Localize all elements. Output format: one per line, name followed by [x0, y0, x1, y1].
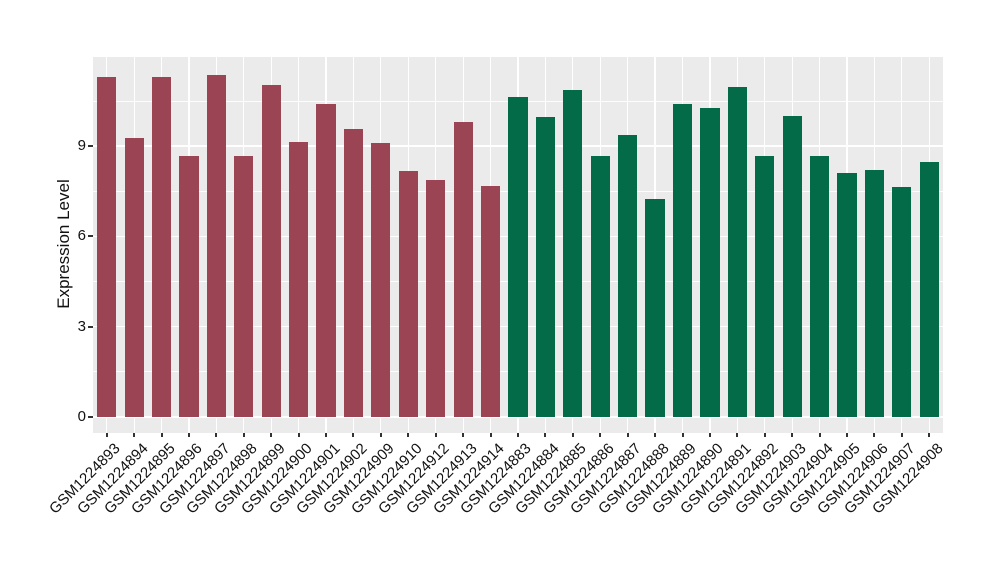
bar-GSM1224910: [398, 171, 418, 417]
x-tick-mark: [105, 433, 108, 437]
bar-GSM1224883: [508, 96, 528, 417]
bar-GSM1224885: [563, 89, 583, 417]
x-tick-mark: [379, 433, 382, 437]
y-tick-label: 0: [77, 407, 86, 425]
x-tick-mark: [215, 433, 218, 437]
bar-GSM1224896: [179, 155, 199, 417]
major-gridline: [93, 56, 943, 57]
x-tick-mark: [846, 433, 849, 437]
bar-GSM1224903: [782, 116, 802, 417]
major-gridline: [93, 415, 943, 418]
x-tick-mark: [242, 433, 245, 437]
x-tick-mark: [325, 433, 328, 437]
bar-GSM1224894: [124, 138, 144, 417]
bar-GSM1224907: [892, 186, 912, 417]
x-tick-mark: [297, 433, 300, 437]
bar-GSM1224913: [453, 122, 473, 417]
x-tick-mark: [407, 433, 410, 437]
x-tick-mark: [352, 433, 355, 437]
bar-GSM1224909: [371, 143, 391, 417]
x-tick-mark: [571, 433, 574, 437]
x-tick-mark: [681, 433, 684, 437]
bar-GSM1224906: [864, 170, 885, 417]
y-tick-mark: [88, 415, 93, 418]
bar-GSM1224901: [316, 103, 336, 417]
bar-GSM1224891: [727, 86, 747, 417]
x-tick-mark: [489, 433, 492, 437]
y-tick-label: 3: [77, 317, 86, 335]
bar-GSM1224899: [261, 85, 281, 417]
x-tick-mark: [900, 433, 903, 437]
x-tick-mark: [928, 433, 931, 437]
x-tick-mark: [763, 433, 766, 437]
bar-GSM1224895: [151, 77, 172, 417]
bar-GSM1224889: [672, 104, 693, 417]
x-tick-mark: [708, 433, 711, 437]
x-tick-mark: [654, 433, 657, 437]
bar-GSM1224904: [810, 156, 830, 417]
x-tick-mark: [626, 433, 629, 437]
bar-GSM1224892: [755, 155, 775, 417]
bar-GSM1224897: [206, 74, 226, 417]
y-tick-label: 9: [77, 137, 86, 155]
x-tick-mark: [133, 433, 136, 437]
x-tick-mark: [599, 433, 602, 437]
plot-panel: [93, 56, 943, 433]
bar-GSM1224884: [535, 117, 555, 417]
x-tick-mark: [462, 433, 465, 437]
x-tick-mark: [270, 433, 273, 437]
bar-GSM1224898: [234, 156, 254, 417]
bar-GSM1224887: [618, 134, 638, 417]
x-tick-mark: [791, 433, 794, 437]
x-tick-mark: [818, 433, 821, 437]
bar-GSM1224893: [97, 77, 117, 417]
y-tick-label: 6: [77, 227, 86, 245]
bar-GSM1224900: [289, 142, 309, 417]
bar-GSM1224890: [700, 107, 720, 417]
x-tick-mark: [736, 433, 739, 437]
x-tick-mark: [544, 433, 547, 437]
y-tick-mark: [88, 235, 93, 238]
bar-GSM1224905: [837, 173, 857, 417]
x-tick-mark: [160, 433, 163, 437]
x-tick-mark: [517, 433, 519, 437]
x-tick-mark: [873, 433, 876, 437]
x-tick-mark: [434, 433, 437, 437]
y-tick-mark: [88, 145, 93, 148]
bar-GSM1224912: [426, 180, 446, 417]
bar-GSM1224902: [343, 129, 364, 417]
bar-GSM1224914: [480, 186, 501, 417]
bar-GSM1224886: [590, 156, 610, 417]
x-tick-mark: [187, 433, 190, 437]
bar-GSM1224908: [919, 162, 939, 417]
bar-GSM1224888: [645, 198, 665, 417]
y-tick-mark: [88, 325, 93, 328]
